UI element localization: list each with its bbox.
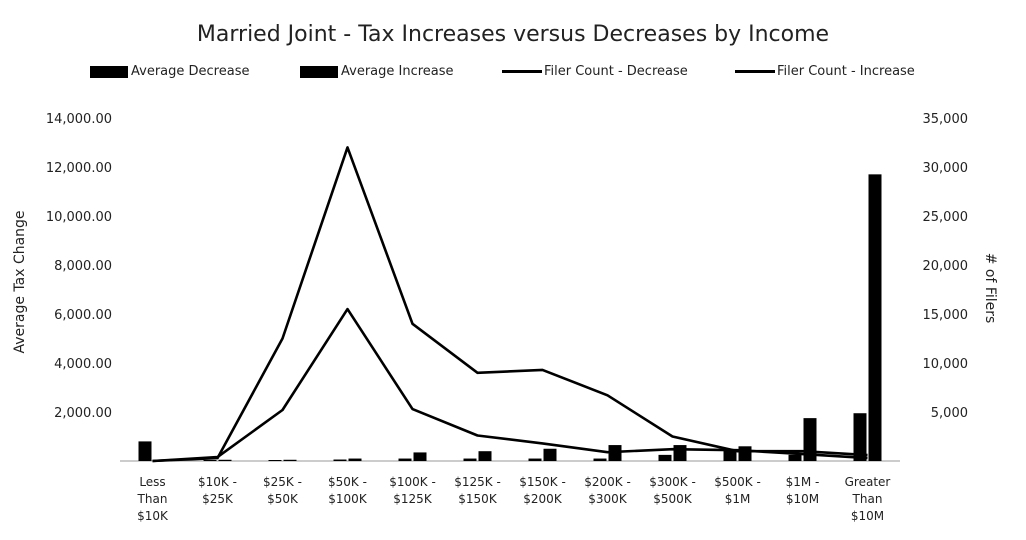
lines-layer [152, 146, 868, 463]
x-tick-label: $200K -$300K [584, 475, 631, 506]
y2-tick-label: 25,000 [923, 210, 969, 225]
bar-average-decrease [268, 460, 282, 461]
bar-average-decrease [723, 449, 737, 461]
bar-average-decrease [528, 458, 542, 461]
bar-average-increase [413, 452, 427, 461]
x-tick-label: $100K -$125K [389, 475, 436, 506]
x-tick-label: $1M -$10M [786, 475, 820, 506]
bar-average-decrease [138, 441, 152, 461]
y-tick-label: 4,000.00 [54, 357, 112, 372]
legend-item-filer-count-decrease: Filer Count - Decrease [502, 64, 688, 79]
y-tick-label: 12,000.00 [46, 161, 112, 176]
bar-average-decrease [463, 458, 477, 461]
bar-average-decrease [853, 413, 867, 461]
bar-average-increase [218, 459, 232, 461]
x-tick-label: $125K -$150K [454, 475, 501, 506]
legend-label-average-increase: Average Increase [341, 64, 454, 79]
y2-tick-label: 35,000 [923, 112, 969, 127]
x-tick-label: $300K -$500K [649, 475, 696, 506]
y-tick-label: 2,000.00 [54, 406, 112, 421]
bar-average-decrease [203, 460, 217, 461]
legend-swatch-average-decrease [90, 65, 128, 78]
y-tick-label: 14,000.00 [46, 112, 112, 127]
x-tick-label: Greater Than $10M [845, 475, 891, 523]
legend: Average Decrease Average Increase Filer … [0, 64, 1026, 86]
bar-average-decrease [333, 459, 347, 461]
legend-label-filer-count-increase: Filer Count - Increase [777, 64, 915, 79]
chart-title: Married Joint - Tax Increases versus Dec… [196, 22, 830, 47]
y-tick-label: 10,000.00 [46, 210, 112, 225]
bar-average-increase [543, 448, 557, 461]
legend-swatch-average-increase [300, 65, 338, 78]
legend-item-filer-count-increase: Filer Count - Increase [735, 64, 915, 79]
legend-label-average-decrease: Average Decrease [131, 64, 250, 79]
x-tick-label: Less Than $10K [137, 475, 169, 523]
y2-tick-label: 30,000 [923, 161, 969, 176]
y-axis-title: Average Tax Change [12, 210, 28, 353]
bar-average-decrease [593, 458, 607, 461]
bar-average-increase [283, 459, 297, 461]
y2-tick-label: 10,000 [923, 357, 969, 372]
x-tick-label: $50K -$100K [328, 475, 368, 506]
bar-average-increase [348, 458, 362, 461]
y2-tick-label: 15,000 [923, 308, 969, 323]
axes-layer: 2,000.00 4,000.00 6,000.00 8,000.00 10,000.0… [46, 112, 968, 523]
y2-tick-label: 5,000 [931, 406, 968, 421]
legend-item-average-increase: Average Increase [300, 64, 454, 79]
x-tick-label: $10K -$25K [198, 475, 237, 506]
legend-label-filer-count-decrease: Filer Count - Decrease [544, 64, 688, 79]
x-tick-label: $500K -$1M [714, 475, 761, 506]
bar-average-decrease [788, 454, 802, 461]
y2-axis-title: # of Filers [982, 253, 998, 324]
bars-layer [138, 174, 882, 461]
y-tick-label: 8,000.00 [54, 259, 112, 274]
bar-average-increase [673, 445, 687, 461]
line-filer-count-increase [152, 307, 868, 463]
bar-average-increase [738, 446, 752, 461]
bar-average-decrease [398, 458, 412, 461]
bar-average-decrease [658, 454, 672, 461]
y-tick-label: 6,000.00 [54, 308, 112, 323]
x-tick-label: $150K -$200K [519, 475, 566, 506]
legend-item-average-decrease: Average Decrease [90, 64, 249, 79]
bar-average-increase [478, 451, 492, 461]
y2-tick-label: 20,000 [923, 259, 969, 274]
line-filer-count-decrease [152, 146, 868, 463]
legend-swatch-filer-count-decrease [502, 70, 542, 73]
legend-swatch-filer-count-increase [735, 70, 775, 73]
x-tick-label: $25K -$50K [263, 475, 302, 506]
bar-average-increase [868, 174, 882, 461]
